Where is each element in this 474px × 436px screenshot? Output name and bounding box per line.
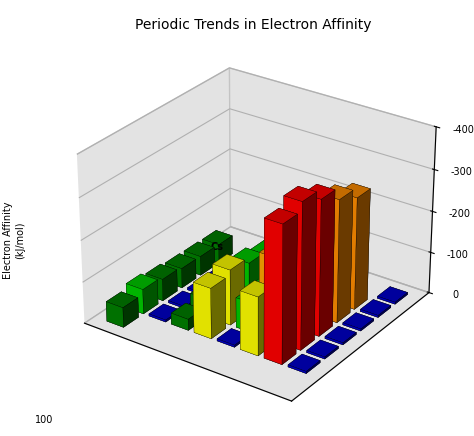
Text: Electron Affinity
(kJ/mol): Electron Affinity (kJ/mol) bbox=[3, 201, 25, 279]
Text: 100: 100 bbox=[35, 416, 54, 426]
Title: Periodic Trends in Electron Affinity: Periodic Trends in Electron Affinity bbox=[136, 18, 372, 32]
